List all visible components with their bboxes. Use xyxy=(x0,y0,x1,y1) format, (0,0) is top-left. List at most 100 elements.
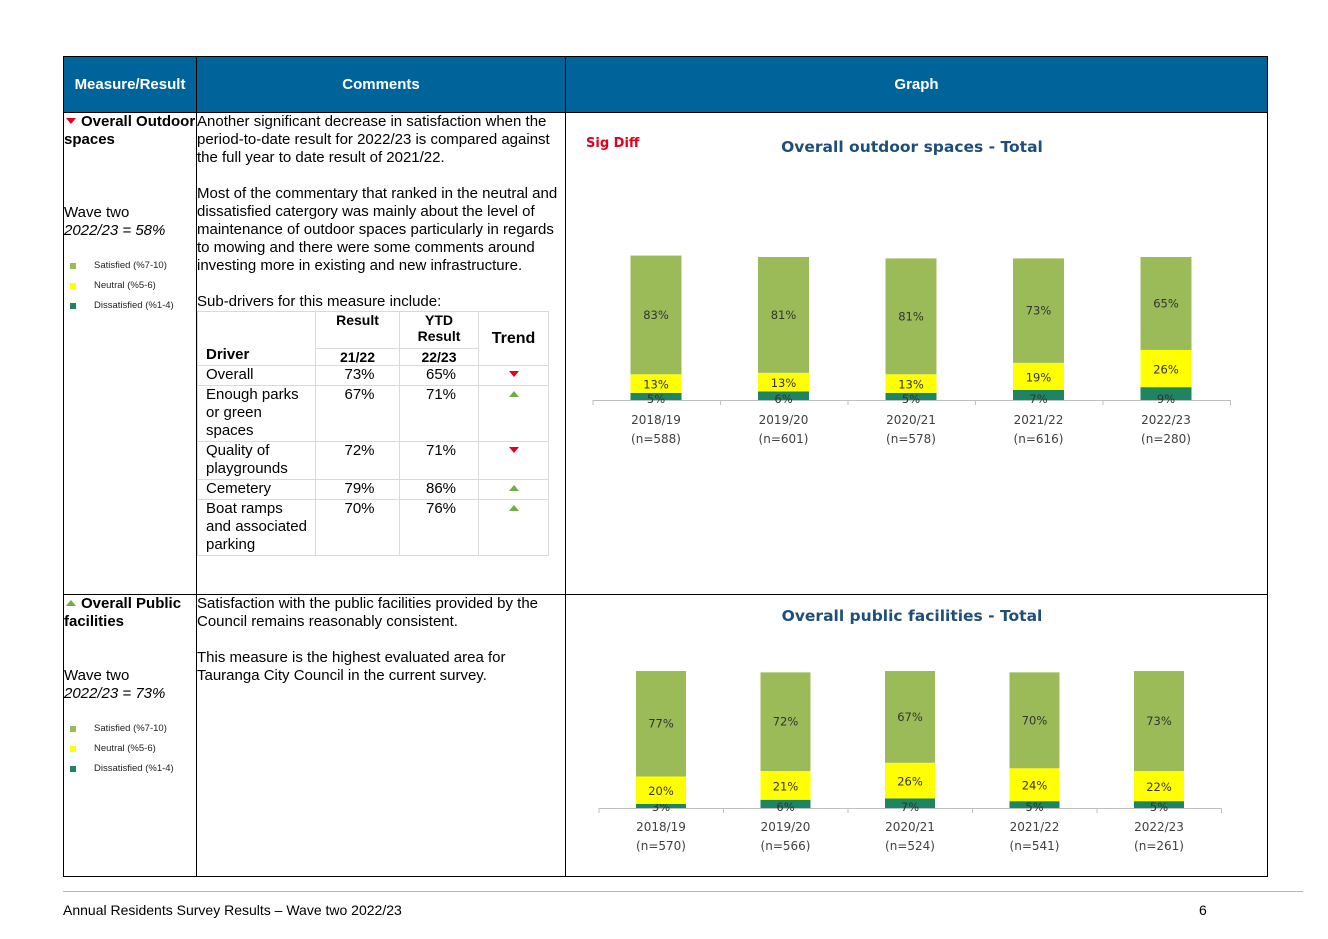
outdoor-spaces-chart: Sig Diff Overall outdoor spaces - Total 5%… xyxy=(586,136,1231,446)
neutral-swatch-icon xyxy=(70,746,76,752)
data-label-dissatisfied: 7% xyxy=(1029,392,1047,406)
data-label-dissatisfied: 5% xyxy=(647,392,665,406)
comments-cell: Satisfaction with the public facilities … xyxy=(196,594,566,877)
x-tick-label: 2020/21 xyxy=(886,413,936,427)
bar-dissatisfied xyxy=(1134,801,1184,808)
data-label-dissatisfied: 9% xyxy=(1157,392,1175,406)
comment-paragraph: Satisfaction with the public facilities … xyxy=(197,595,539,630)
sample-size-label: (n=524) xyxy=(885,839,935,853)
chart-title: Overall outdoor spaces - Total xyxy=(781,138,1043,156)
graph-cell: Overall public facilities - Total 3% 20% 77… xyxy=(565,594,1268,877)
measure-cell: Overall Outdoor spaces Wave two 2022/23 … xyxy=(63,112,197,595)
driver-ytd: 71% xyxy=(399,385,479,442)
table-row: Enough parks or green spaces 67% 71% xyxy=(197,385,549,442)
driver-trend xyxy=(478,385,549,442)
driver-result: 67% xyxy=(315,385,400,442)
trend-up-icon xyxy=(509,391,519,397)
data-label-dissatisfied: 7% xyxy=(901,800,919,814)
bar-neutral xyxy=(760,771,811,800)
bar-dissatisfied xyxy=(760,799,811,808)
sample-size-label: (n=601) xyxy=(759,432,809,446)
data-label-satisfied: 72% xyxy=(773,715,799,729)
legend-dissatisfied: Dissatisfied (%1-4) xyxy=(64,759,196,779)
data-label-neutral: 26% xyxy=(1153,363,1179,377)
legend-dissatisfied: Dissatisfied (%1-4) xyxy=(64,296,196,316)
data-label-satisfied: 77% xyxy=(648,717,674,731)
bar-dissatisfied xyxy=(1009,801,1060,808)
neutral-swatch-icon xyxy=(70,283,76,289)
comment-paragraph: This measure is the highest evaluated ar… xyxy=(197,649,506,684)
bar-neutral xyxy=(758,372,809,392)
chart-title: Overall public facilities - Total xyxy=(782,607,1043,625)
data-label-dissatisfied: 5% xyxy=(1025,800,1043,814)
table-row: Quality of playgrounds 72% 71% xyxy=(197,441,549,480)
data-label-satisfied: 73% xyxy=(1026,304,1052,318)
table-row: Overall Outdoor spaces Wave two 2022/23 … xyxy=(63,112,1268,595)
trend-up-icon xyxy=(66,600,76,606)
data-label-satisfied: 67% xyxy=(897,710,923,724)
driver-name: Enough parks or green spaces xyxy=(197,385,316,442)
drivers-header-driver: Driver xyxy=(197,311,316,366)
legend-satisfied: Satisfied (%7-10) xyxy=(64,719,196,739)
dissatisfied-swatch-icon xyxy=(70,766,76,772)
bar-satisfied xyxy=(885,671,935,763)
x-tick-label: 2021/22 xyxy=(1010,820,1060,834)
measure-cell: Overall Public facilities Wave two 2022/… xyxy=(63,594,197,877)
bar-satisfied xyxy=(758,257,809,373)
sig-diff-label: Sig Diff xyxy=(586,136,640,151)
bar-satisfied xyxy=(885,258,937,375)
driver-trend xyxy=(478,499,549,556)
data-label-neutral: 13% xyxy=(771,376,797,390)
data-label-satisfied: 81% xyxy=(898,309,924,323)
x-tick-label: 2019/20 xyxy=(761,820,811,834)
data-label-satisfied: 65% xyxy=(1153,296,1179,310)
driver-ytd: 76% xyxy=(399,499,479,556)
data-label-satisfied: 81% xyxy=(771,308,797,322)
bar-dissatisfied xyxy=(636,803,686,808)
public-facilities-chart: Overall public facilities - Total3%20%77… xyxy=(598,607,1222,853)
measure-title: Overall Outdoor spaces xyxy=(64,113,196,148)
driver-trend xyxy=(478,441,549,480)
bar-neutral xyxy=(1013,362,1064,390)
data-label-neutral: 26% xyxy=(897,775,923,789)
x-tick-label: 2022/23 xyxy=(1141,413,1191,427)
page-number: 6 xyxy=(1199,902,1207,918)
sample-size-label: (n=280) xyxy=(1141,432,1191,446)
comment-paragraph: Another significant decrease in satisfac… xyxy=(197,113,550,166)
wave-result: 2022/23 = 58% xyxy=(64,222,166,239)
driver-trend xyxy=(478,365,549,386)
chart-legend: Satisfied (%7-10) Neutral (%5-6) Dissati… xyxy=(64,719,196,779)
driver-trend xyxy=(478,479,549,500)
x-tick-label: 2018/19 xyxy=(636,820,686,834)
bar-dissatisfied xyxy=(758,391,809,400)
wave-result: 2022/23 = 73% xyxy=(64,685,166,702)
trend-down-icon xyxy=(509,447,519,453)
header-measure-result: Measure/Result xyxy=(63,56,197,113)
satisfied-swatch-icon xyxy=(70,263,76,269)
sample-size-label: (n=616) xyxy=(1014,432,1064,446)
sample-size-label: (n=541) xyxy=(1010,839,1060,853)
x-tick-label: 2020/21 xyxy=(885,820,935,834)
sample-size-label: (n=578) xyxy=(886,432,936,446)
driver-result: 70% xyxy=(315,499,400,556)
graph-cell: Sig Diff Overall outdoor spaces - Total 5%… xyxy=(565,112,1268,595)
driver-ytd: 71% xyxy=(399,441,479,480)
bar-satisfied xyxy=(636,671,686,777)
data-label-neutral: 20% xyxy=(648,784,674,798)
legend-satisfied: Satisfied (%7-10) xyxy=(64,256,196,276)
drivers-table: Driver Result YTD Result Trend 21/22 22/… xyxy=(197,311,549,556)
drivers-header-result: Result xyxy=(315,311,400,349)
driver-result: 73% xyxy=(315,365,400,386)
bar-satisfied xyxy=(1013,258,1064,363)
footer-divider xyxy=(63,891,1303,892)
data-label-satisfied: 70% xyxy=(1022,713,1048,727)
sample-size-label: (n=566) xyxy=(761,839,811,853)
header-graph: Graph xyxy=(565,56,1268,113)
wave-label: Wave two xyxy=(64,204,130,221)
bar-neutral xyxy=(885,374,937,393)
header-comments: Comments xyxy=(196,56,566,113)
bar-satisfied xyxy=(1140,257,1192,350)
drivers-header-result-period: 21/22 xyxy=(315,348,400,366)
wave-label: Wave two xyxy=(64,667,130,684)
data-label-neutral: 21% xyxy=(773,779,799,793)
